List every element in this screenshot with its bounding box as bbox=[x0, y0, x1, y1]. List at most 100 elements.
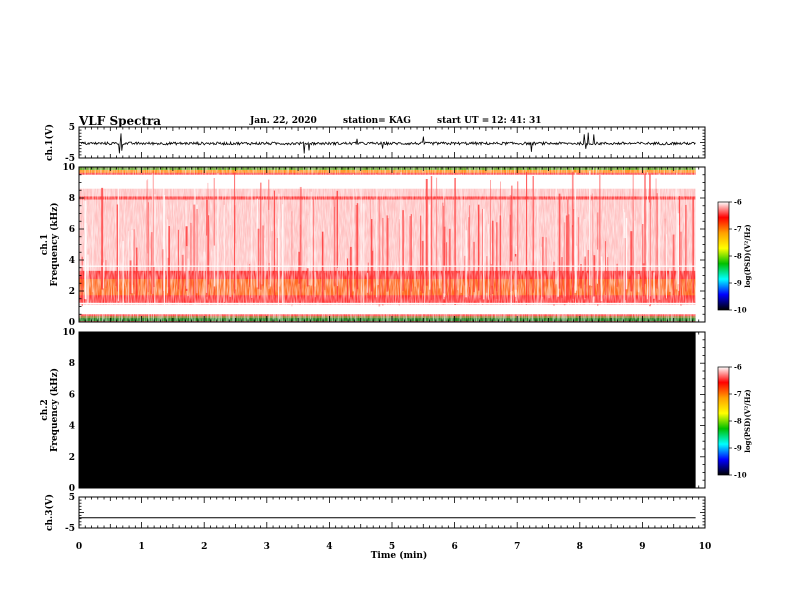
ch1-streak bbox=[314, 271, 316, 287]
y-tick-label: 8 bbox=[69, 359, 75, 369]
start-ut-label: start UT = bbox=[437, 116, 490, 126]
colorbar-label: log(PSD)(V²/Hz) bbox=[743, 224, 752, 288]
ch1-streak bbox=[355, 204, 358, 300]
ch1-streak bbox=[460, 173, 462, 293]
ch1-streak bbox=[575, 245, 578, 291]
ch1-streak bbox=[281, 204, 284, 304]
ch1-streak bbox=[567, 199, 569, 300]
ch1-streak bbox=[273, 190, 275, 296]
ch1-streak bbox=[490, 264, 492, 301]
y-tick-label: 8 bbox=[69, 194, 75, 204]
ch1-streak bbox=[334, 206, 335, 287]
ch1-streak bbox=[669, 268, 671, 292]
ch1-streak bbox=[154, 194, 156, 304]
x-tick-label: 5 bbox=[389, 542, 395, 552]
ch1-spectrogram-image bbox=[79, 167, 697, 322]
colorbar-tick-label: -8 bbox=[734, 252, 742, 261]
ch1-streak bbox=[147, 202, 149, 293]
y-axis-label: ch.1(V) bbox=[44, 124, 55, 161]
ch1-streak bbox=[402, 210, 404, 291]
ch1-streak bbox=[196, 204, 198, 294]
colorbar-tick-label: -7 bbox=[734, 390, 742, 399]
ch1-streak bbox=[672, 234, 675, 296]
ch1-streak bbox=[584, 256, 586, 285]
ch1-streak bbox=[168, 226, 170, 297]
ch1-streak bbox=[457, 273, 459, 291]
ch1-streak bbox=[587, 272, 588, 296]
ch1-streak bbox=[680, 231, 682, 306]
ch1-streak bbox=[430, 176, 433, 300]
ch1-streak bbox=[656, 193, 658, 289]
ch1-streak bbox=[564, 213, 566, 297]
ch1-streak bbox=[527, 270, 530, 304]
ch1-streak bbox=[162, 179, 164, 291]
colorbar-ch1-scale bbox=[717, 201, 730, 311]
ch1-streak bbox=[642, 263, 645, 297]
ch1-streak bbox=[436, 177, 438, 297]
ch1-streak bbox=[428, 204, 431, 290]
ch1-streak bbox=[492, 220, 494, 295]
colorbar-tick-label: -8 bbox=[734, 417, 742, 426]
ch1-streak bbox=[442, 202, 444, 305]
ch1-streak bbox=[291, 211, 293, 307]
ch1-streak bbox=[623, 212, 626, 303]
ch1-streak bbox=[545, 237, 547, 287]
ch1-streak bbox=[131, 230, 133, 294]
x-tick-label: 9 bbox=[639, 542, 645, 552]
ch1-streak bbox=[122, 241, 124, 304]
ch1-streak bbox=[541, 236, 544, 297]
ch1-streak bbox=[251, 178, 253, 298]
ch1-streak bbox=[324, 272, 326, 290]
ch1-streak bbox=[420, 215, 422, 291]
ch1-streak bbox=[443, 265, 445, 297]
ch1-streak bbox=[129, 260, 132, 295]
ch1-streak bbox=[448, 228, 451, 301]
ch1-streak bbox=[234, 172, 236, 294]
ch1-streak bbox=[125, 251, 127, 286]
ch1-streak bbox=[84, 223, 87, 300]
y-axis-label: Frequency (kHz) bbox=[49, 202, 60, 286]
ch1-streak bbox=[321, 231, 324, 305]
ch1-streak bbox=[500, 181, 501, 289]
ch1-streak bbox=[163, 263, 165, 291]
ch1-streak bbox=[229, 225, 231, 299]
ch1-streak bbox=[649, 202, 650, 306]
colorbar-tick-label: -10 bbox=[734, 471, 747, 480]
y-tick-label: 10 bbox=[62, 328, 75, 338]
ch1-gap-0 bbox=[79, 302, 696, 304]
ch1-streak bbox=[150, 232, 153, 295]
ch1-streak bbox=[644, 174, 646, 285]
ch1-streak bbox=[637, 274, 640, 293]
ch1-streak bbox=[526, 171, 528, 305]
ch1-streak bbox=[409, 216, 411, 297]
ch1-streak bbox=[332, 229, 334, 297]
x-tick-label: 7 bbox=[514, 542, 520, 552]
ch1-streak bbox=[117, 178, 119, 302]
ch2-spectrogram-image bbox=[79, 332, 696, 488]
ch1-streak bbox=[664, 218, 666, 290]
colorbar-ch2-scale bbox=[717, 366, 730, 476]
ch1-streak bbox=[607, 257, 609, 302]
ch1-streak bbox=[382, 217, 384, 306]
ch1-streak bbox=[446, 242, 448, 296]
ch1-streak bbox=[310, 191, 313, 286]
ch1-streak bbox=[387, 218, 389, 291]
ch1-streak bbox=[456, 273, 458, 298]
ch1-streak bbox=[509, 195, 512, 285]
ch1-streak bbox=[223, 204, 225, 302]
ch1-streak bbox=[592, 193, 594, 298]
ch1-streak bbox=[257, 228, 260, 290]
ch1-streak bbox=[479, 269, 481, 299]
y-tick-label: 4 bbox=[69, 422, 75, 432]
y-tick-label: 10 bbox=[62, 163, 75, 173]
ch1-streak bbox=[477, 204, 480, 291]
x-tick-label: 3 bbox=[264, 542, 270, 552]
ch1-gap-2 bbox=[79, 309, 696, 311]
ch1-streak bbox=[367, 262, 369, 299]
ch1-streak bbox=[152, 170, 154, 303]
ch1-streak bbox=[565, 215, 568, 304]
ch1-streak bbox=[206, 235, 208, 293]
ch1-streak bbox=[498, 268, 500, 301]
y-axis-label: ch.3(V) bbox=[44, 494, 55, 531]
ch1-streak bbox=[142, 271, 144, 295]
